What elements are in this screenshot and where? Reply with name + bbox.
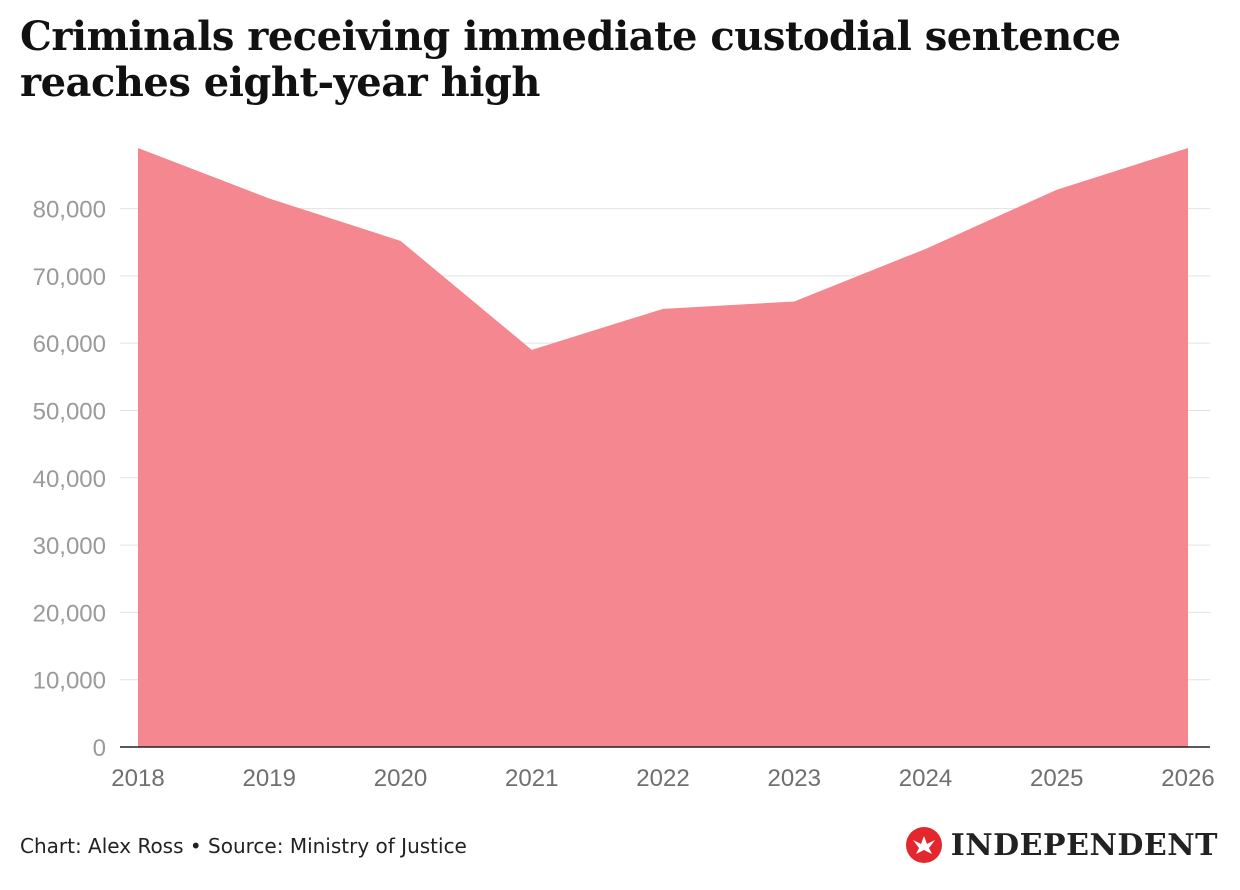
y-tick-label: 30,000: [33, 533, 106, 560]
y-tick-label: 10,000: [33, 668, 106, 695]
x-tick-label: 2020: [374, 765, 427, 792]
x-tick-label: 2018: [111, 765, 164, 792]
x-tick-label: 2019: [243, 765, 296, 792]
x-axis-ticks: 2018 2019 2020 2021 2022 2023 2024 2025 2026: [111, 765, 1214, 792]
y-tick-label: 80,000: [33, 197, 106, 224]
series-area-layer: [138, 148, 1188, 747]
eagle-icon: [905, 827, 942, 863]
x-tick-label: 2024: [899, 765, 952, 792]
area-chart: 0 10,000 20,000 30,000 40,000 50,000 60,000 70,…: [33, 148, 1215, 792]
y-tick-label: 70,000: [33, 264, 106, 291]
brand-name: INDEPENDENT: [950, 827, 1218, 863]
x-tick-label: 2022: [636, 765, 689, 792]
x-tick-label: 2025: [1030, 765, 1083, 792]
y-axis-ticks: 0 10,000 20,000 30,000 40,000 50,000 60,000 70,…: [33, 197, 106, 762]
x-tick-label: 2021: [505, 765, 558, 792]
y-tick-label: 40,000: [33, 466, 106, 493]
chart-credit: Chart: Alex Ross • Source: Ministry of J…: [20, 834, 467, 858]
x-tick-label: 2023: [768, 765, 821, 792]
chart-title: Criminals receiving immediate custodial …: [20, 13, 1121, 106]
y-tick-label: 60,000: [33, 331, 106, 358]
brand-logo[interactable]: INDEPENDENT: [905, 826, 1218, 864]
y-tick-label: 0: [93, 735, 106, 762]
y-tick-label: 50,000: [33, 398, 106, 425]
x-tick-label: 2026: [1161, 765, 1214, 792]
series-area: [138, 148, 1188, 747]
y-tick-label: 20,000: [33, 600, 106, 627]
